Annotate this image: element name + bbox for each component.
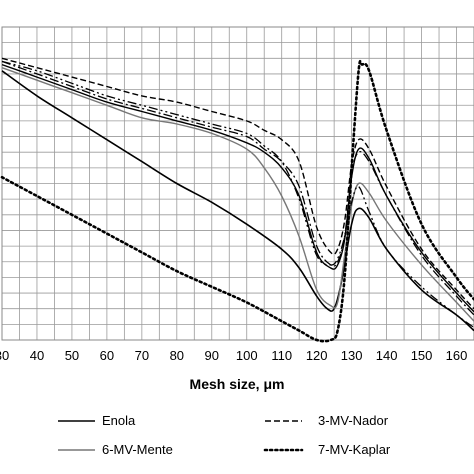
series-layer: [0, 57, 474, 343]
series-line-1: [1, 70, 474, 332]
legend-label: Enola: [102, 413, 136, 428]
series-line-3: [1, 67, 474, 322]
series-line-5: [1, 63, 474, 313]
x-tick-label: 30: [0, 348, 9, 363]
x-tick-label: 160: [446, 348, 468, 363]
series-line-2: [1, 57, 474, 310]
x-tick-label: 80: [170, 348, 184, 363]
legend: Enola 3-MV-Nador 6-MV-Mente 7-MV-Kaplar: [58, 413, 391, 457]
legend-label: 7-MV-Kaplar: [318, 442, 391, 457]
series-line-6: [1, 60, 474, 329]
grid: [1, 26, 474, 341]
series-line-7: [0, 59, 474, 343]
legend-label: 6-MV-Mente: [102, 442, 173, 457]
x-tick-label: 150: [411, 348, 433, 363]
x-tick-label: 50: [65, 348, 79, 363]
x-tick-label: 40: [30, 348, 44, 363]
legend-label: 3-MV-Nador: [318, 413, 389, 428]
x-tick-label: 60: [100, 348, 114, 363]
x-tick-label: 100: [236, 348, 258, 363]
x-axis-label: Mesh size, μm: [190, 376, 285, 392]
x-tick-label: 130: [341, 348, 363, 363]
series-line-4: [1, 60, 474, 316]
x-tick-label: 140: [376, 348, 398, 363]
plot-frame: [1, 26, 474, 341]
x-tick-label: 70: [135, 348, 149, 363]
x-tick-label: 120: [306, 348, 328, 363]
x-axis: 30 40 50 60 70 80 90 100 110 120 130 140 150 160: [0, 348, 467, 363]
x-tick-label: 90: [205, 348, 219, 363]
x-tick-label: 110: [271, 348, 292, 363]
